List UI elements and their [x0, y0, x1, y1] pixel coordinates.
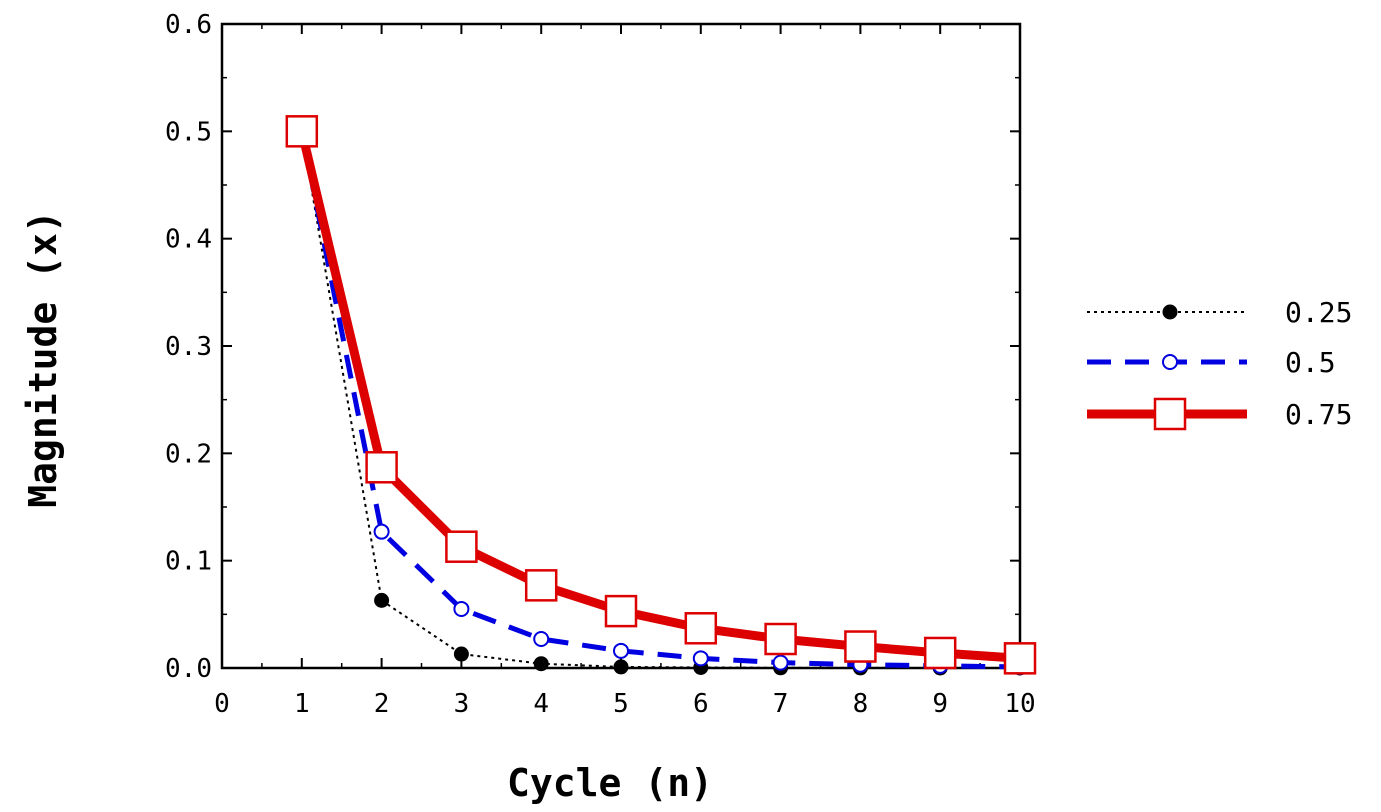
x-tick-label: 10 [1004, 689, 1035, 719]
plot-border [220, 22, 1022, 670]
x-tick-label: 6 [693, 689, 709, 719]
data-point-marker [445, 530, 478, 563]
data-point-marker [365, 451, 398, 484]
data-point-marker [764, 622, 797, 656]
legend-label: 0.25 [1285, 296, 1352, 329]
y-tick-label: 0.0 [165, 654, 212, 684]
x-tick-label: 0 [214, 689, 230, 719]
data-point-marker [613, 659, 629, 675]
x-tick-label: 4 [533, 689, 549, 719]
series-0.25 [294, 123, 1028, 676]
x-tick-label: 9 [932, 689, 948, 719]
data-point-marker [1162, 304, 1178, 320]
x-tick-label: 1 [294, 689, 310, 719]
series-line [297, 130, 1021, 663]
y-tick-label: 0.4 [165, 225, 212, 255]
y-axis-title: Magnitude (x) [21, 210, 65, 507]
x-tick-label: 8 [853, 689, 869, 719]
data-point-marker [844, 630, 877, 663]
data-point-marker [453, 600, 470, 617]
x-tick-label: 2 [374, 689, 390, 719]
data-point-marker [373, 523, 390, 540]
data-point-marker [374, 592, 390, 608]
data-point-marker [524, 569, 558, 602]
data-point-marker [533, 656, 549, 672]
plot-frame [220, 22, 1022, 670]
y-axis: 0.0 0.1 0.2 0.3 0.4 0.5 0.6 [165, 10, 1020, 684]
x-tick-label: 5 [613, 689, 629, 719]
data-point-marker [604, 594, 638, 628]
legend-label: 0.75 [1285, 398, 1352, 431]
y-tick-label: 0.2 [165, 439, 212, 469]
data-point-marker [533, 631, 550, 648]
series-0.75 [285, 115, 1037, 675]
series-0.5 [293, 123, 1028, 675]
data-point-marker [1162, 354, 1178, 370]
data-point-marker [1153, 397, 1187, 431]
data-point-marker [453, 646, 469, 662]
data-point-marker [1003, 642, 1037, 675]
y-tick-label: 0.6 [165, 10, 212, 40]
data-point-marker [684, 612, 718, 645]
x-tick-label: 7 [773, 689, 789, 719]
legend-label: 0.5 [1285, 346, 1336, 379]
y-tick-label: 0.3 [165, 332, 212, 362]
data-point-marker [285, 115, 319, 148]
data-point-marker [923, 636, 957, 670]
y-tick-label: 0.5 [165, 117, 212, 147]
legend: 0.25 0.5 0.75 [1087, 296, 1352, 431]
data-point-marker [692, 650, 709, 667]
series-layer [285, 115, 1037, 676]
series-line [300, 131, 1020, 669]
x-axis-title: Cycle (n) [507, 761, 713, 805]
data-point-marker [772, 654, 789, 671]
data-point-marker [613, 642, 629, 659]
y-tick-label: 0.1 [165, 547, 212, 577]
x-tick-label: 3 [454, 689, 470, 719]
series-line [299, 130, 1021, 670]
